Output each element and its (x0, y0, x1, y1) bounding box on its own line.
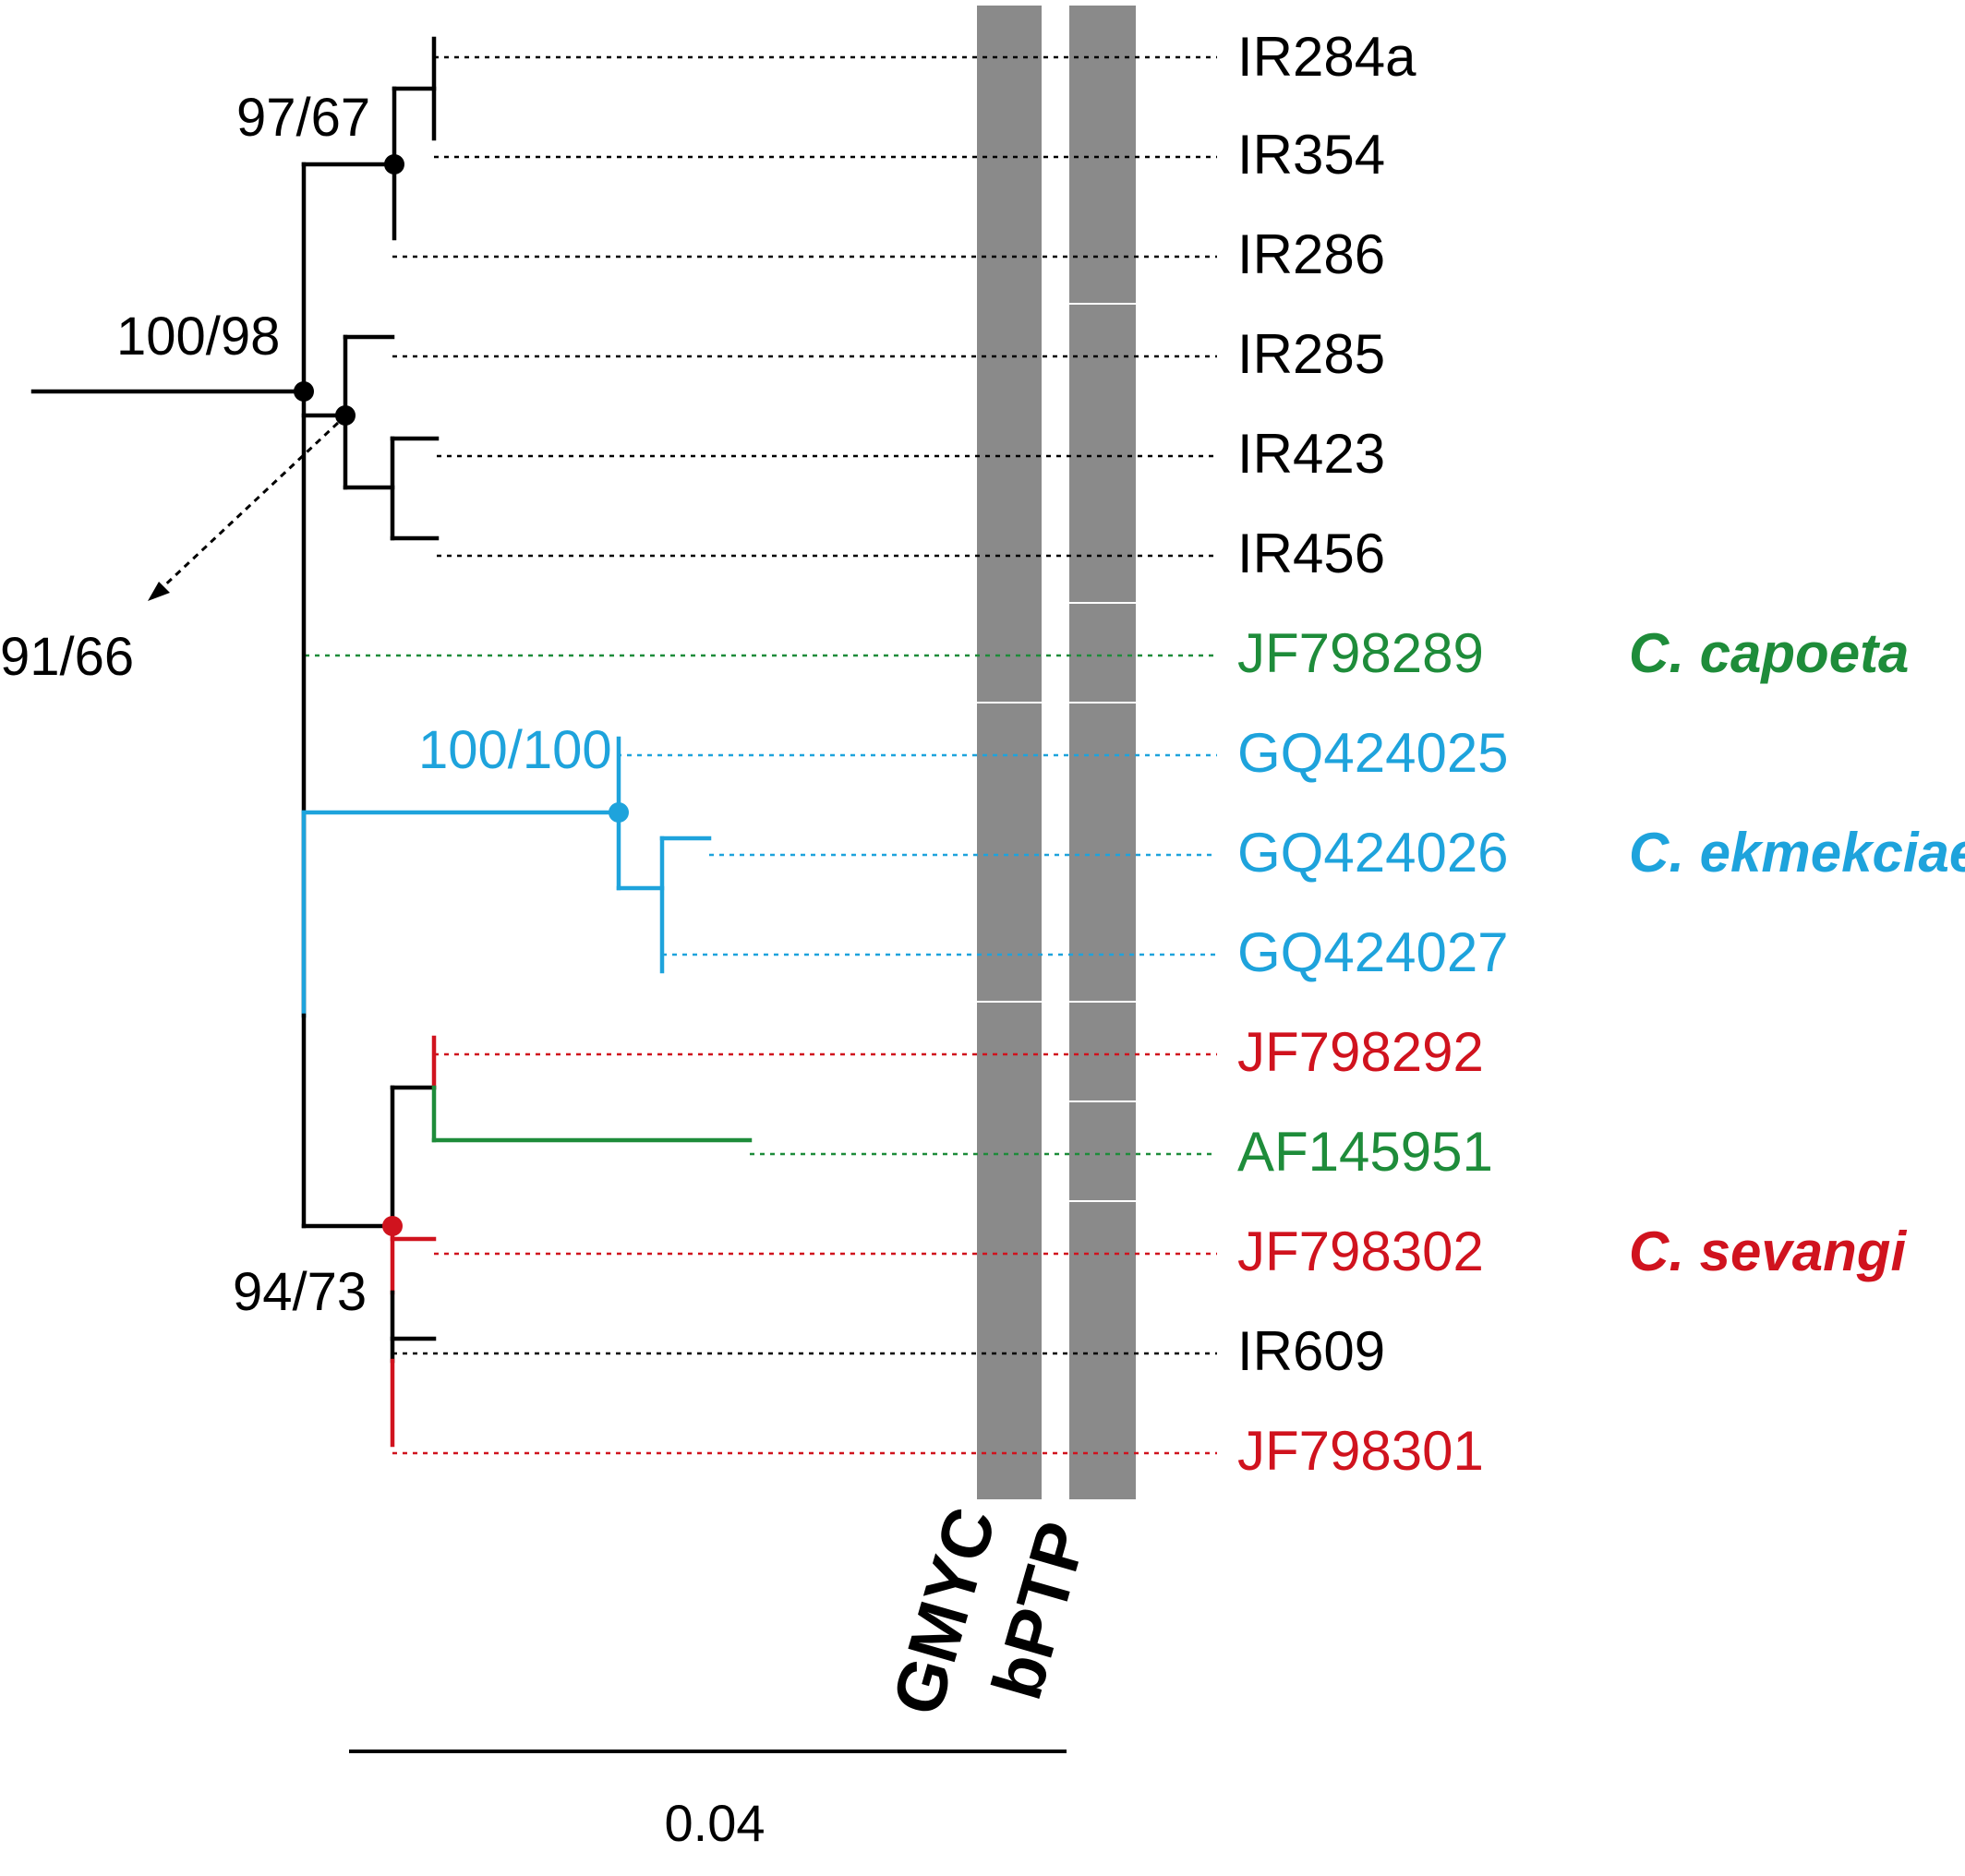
delimitation-bars-layer (977, 6, 1136, 1499)
taxon-label: IR286 (1237, 223, 1385, 285)
taxon-label: GQ424026 (1237, 822, 1509, 884)
taxon-label: JF798292 (1237, 1021, 1484, 1083)
taxon-label: GQ424025 (1237, 722, 1509, 784)
delimitation-bar-bptp (1069, 1003, 1136, 1100)
taxon-label: JF798289 (1237, 622, 1484, 684)
delimitation-bar-bptp (1069, 604, 1136, 702)
delimitation-bar-gmyc (977, 6, 1042, 702)
delimitation-bar-bptp (1069, 1202, 1136, 1499)
taxon-label: JF798302 (1237, 1221, 1484, 1282)
species-label: C. capoeta (1629, 622, 1909, 684)
node-marker (609, 802, 629, 823)
taxon-label: GQ424027 (1237, 921, 1509, 983)
arrow-head-icon (148, 582, 170, 601)
delimitation-bar-bptp (1069, 704, 1136, 1001)
delimitation-bar-bptp (1069, 305, 1136, 602)
node-marker (294, 381, 314, 402)
scale-bar-label: 0.04 (665, 1794, 766, 1852)
branches-layer (30, 36, 753, 1448)
taxon-label: JF798301 (1237, 1420, 1484, 1482)
support-value: 97/67 (236, 88, 370, 148)
leader-lines-layer (305, 55, 1217, 1455)
support-value: 100/100 (418, 720, 612, 780)
taxon-label: IR354 (1237, 124, 1385, 186)
node-marker (382, 1216, 403, 1236)
delimitation-bar-bptp (1069, 1102, 1136, 1200)
node-marker (384, 154, 404, 174)
species-label: C. sevangi (1629, 1221, 1907, 1282)
support-pointer-arrow (157, 421, 340, 593)
node-marker (335, 405, 356, 426)
taxon-label: IR456 (1237, 523, 1385, 584)
delimitation-bar-gmyc (977, 1003, 1042, 1499)
species-label: C. ekmekciae (1629, 822, 1965, 884)
taxon-label: IR285 (1237, 323, 1385, 385)
taxon-label: IR609 (1237, 1320, 1385, 1382)
taxon-label: IR284a (1237, 26, 1416, 88)
taxon-label: IR423 (1237, 423, 1385, 485)
delimitation-bar-bptp (1069, 6, 1136, 303)
node-markers-layer (148, 154, 629, 1236)
support-value: 100/98 (116, 307, 280, 367)
support-value: 91/66 (0, 627, 134, 687)
delimitation-bar-gmyc (977, 704, 1042, 1001)
support-value: 94/73 (233, 1262, 367, 1322)
taxon-label: AF145951 (1237, 1121, 1493, 1183)
